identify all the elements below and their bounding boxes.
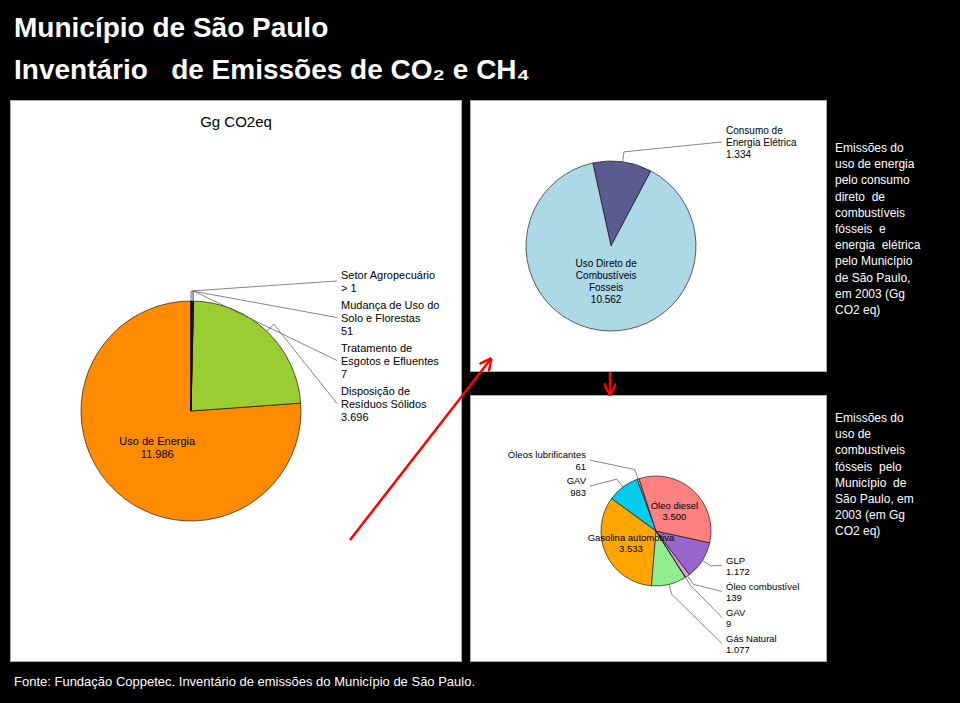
html-text:Inventário de Emissões de CO₂: Inventário de Emissões de CO₂ e CH₄ bbox=[14, 54, 530, 85]
html-text:Emissões do uso de energia pel: Emissões do uso de energia pelo consumo … bbox=[835, 141, 921, 317]
svg-text:Óleos lubrificantes61: Óleos lubrificantes61 bbox=[508, 449, 586, 472]
svg-text:Disposição deResíduos Sólidos3: Disposição deResíduos Sólidos3.696 bbox=[341, 385, 427, 423]
svg-text:Óleo diesel3.500: Óleo diesel3.500 bbox=[651, 499, 699, 522]
svg-text:Tratamento deEsgotos e Efluent: Tratamento deEsgotos e Efluentes7 bbox=[341, 342, 439, 380]
svg-text:Uso Direto deCombustíveisFosse: Uso Direto deCombustíveisFosseis10.562 bbox=[576, 258, 638, 305]
svg-text:GAV9: GAV9 bbox=[726, 606, 746, 629]
svg-text:Gasolina automotiva3.533: Gasolina automotiva3.533 bbox=[588, 531, 675, 554]
svg-text:Mudança de Uso doSolo e Flores: Mudança de Uso doSolo e Florestas51 bbox=[341, 299, 439, 337]
html-text:Emissões do uso de combustívei: Emissões do uso de combustíveis fósseis … bbox=[835, 411, 914, 539]
html-text:Município de São Paulo: Município de São Paulo bbox=[14, 12, 329, 43]
svg-text:Gg CO2eq: Gg CO2eq bbox=[200, 113, 272, 130]
svg-text:GLP1.172: GLP1.172 bbox=[726, 554, 750, 577]
svg-text:Óleo combustível139: Óleo combustível139 bbox=[726, 580, 799, 603]
svg-text:Gás Natural1.077: Gás Natural1.077 bbox=[726, 632, 777, 655]
svg-text:GAV983: GAV983 bbox=[567, 475, 587, 498]
svg-text:Setor Agropecuário> 1: Setor Agropecuário> 1 bbox=[341, 269, 435, 294]
svg-text:Consumo deEnergia Elétrica1.33: Consumo deEnergia Elétrica1.334 bbox=[726, 124, 797, 159]
svg-text:Uso de Energia11.986: Uso de Energia11.986 bbox=[119, 435, 196, 460]
html-text:Fonte: Fundação Coppetec. Inve: Fonte: Fundação Coppetec. Inventário de … bbox=[14, 674, 476, 689]
